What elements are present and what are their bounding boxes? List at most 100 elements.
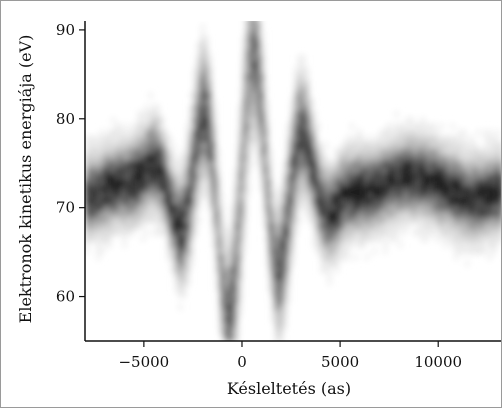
heatmap-cell	[290, 110, 295, 118]
heatmap-cell	[346, 253, 351, 261]
heatmap-cell	[96, 241, 101, 249]
heatmap-cell	[383, 135, 388, 143]
heatmap-cell	[446, 179, 451, 186]
heatmap-cell	[457, 154, 463, 162]
heatmap-cell	[379, 235, 384, 242]
heatmap-cell	[439, 185, 444, 193]
heatmap-cell	[196, 135, 202, 143]
heatmap-cell	[148, 179, 153, 186]
heatmap-cell	[245, 135, 250, 143]
heatmap-cell	[331, 173, 336, 180]
heatmap-cell	[148, 129, 153, 137]
heatmap-cell	[293, 179, 299, 186]
heatmap-cell	[491, 154, 496, 162]
heatmap-cell	[155, 173, 161, 180]
heatmap-cell	[357, 216, 362, 224]
heatmap-cell	[267, 204, 272, 211]
heatmap-cell	[215, 260, 220, 267]
heatmap-cell	[353, 160, 358, 168]
heatmap-cell	[278, 334, 284, 341]
heatmap-cell	[383, 185, 388, 193]
heatmap-cell	[480, 210, 485, 218]
heatmap-cell	[293, 191, 299, 199]
heatmap-cell	[200, 129, 205, 137]
heatmap-cell	[159, 216, 164, 224]
heatmap-cell	[431, 216, 436, 224]
heatmap-cell	[137, 166, 142, 174]
heatmap-cell	[252, 135, 258, 143]
heatmap-cell	[107, 185, 112, 193]
heatmap-cell	[129, 129, 134, 137]
heatmap-cell	[278, 328, 284, 336]
heatmap-cell	[476, 148, 481, 155]
heatmap-cell	[346, 148, 351, 155]
heatmap-cell	[387, 160, 392, 168]
heatmap-cell	[450, 166, 455, 174]
heatmap-cell	[204, 98, 209, 106]
heatmap-cell	[226, 235, 231, 242]
heatmap-cell	[234, 253, 239, 261]
heatmap-cell	[476, 222, 481, 230]
heatmap-cell	[431, 210, 436, 218]
heatmap-cell	[103, 235, 108, 242]
heatmap-cell	[189, 222, 194, 230]
heatmap-cell	[282, 303, 287, 311]
heatmap-cell	[405, 222, 410, 230]
heatmap-cell	[435, 210, 440, 218]
heatmap-cell	[308, 197, 313, 205]
heatmap-cell	[472, 247, 477, 255]
heatmap-cell	[293, 173, 299, 180]
heatmap-cell	[428, 210, 433, 218]
heatmap-cell	[107, 166, 112, 174]
heatmap-cell	[442, 185, 448, 193]
heatmap-cell	[428, 148, 433, 155]
heatmap-cell	[372, 179, 377, 186]
heatmap-cell	[118, 123, 123, 130]
heatmap-cell	[457, 135, 463, 143]
heatmap-cell	[226, 260, 231, 267]
heatmap-cell	[334, 179, 340, 186]
heatmap-cell	[357, 135, 362, 143]
heatmap-cell	[99, 141, 105, 149]
heatmap-cell	[450, 222, 455, 230]
heatmap-cell	[275, 334, 280, 341]
heatmap-cell	[372, 197, 377, 205]
heatmap-cell	[424, 191, 429, 199]
heatmap-cell	[331, 204, 336, 211]
heatmap-cell	[234, 179, 239, 186]
heatmap-cell	[271, 272, 276, 280]
heatmap-cell	[383, 247, 388, 255]
heatmap-cell	[308, 98, 313, 106]
heatmap-cell	[293, 79, 299, 87]
heatmap-cell	[353, 222, 358, 230]
heatmap-cell	[85, 235, 90, 242]
heatmap-cell	[357, 241, 362, 249]
heatmap-cell	[495, 204, 500, 211]
heatmap-cell	[379, 135, 384, 143]
heatmap-cell	[364, 216, 369, 224]
heatmap-cell	[126, 191, 131, 199]
heatmap-cell	[297, 191, 302, 199]
heatmap-cell	[181, 241, 187, 249]
heatmap-cell	[465, 173, 470, 180]
heatmap-cell	[85, 148, 90, 155]
heatmap-cell	[416, 166, 422, 174]
heatmap-cell	[483, 222, 489, 230]
heatmap-cell	[185, 197, 190, 205]
heatmap-cell	[85, 135, 90, 143]
heatmap-cell	[472, 216, 477, 224]
heatmap-cell	[282, 216, 287, 224]
heatmap-cell	[334, 204, 340, 211]
heatmap-cell	[159, 210, 164, 218]
heatmap-cell	[219, 241, 224, 249]
heatmap-cell	[342, 204, 347, 211]
heatmap-cell	[323, 216, 328, 224]
heatmap-cell	[234, 309, 239, 317]
heatmap-cell	[252, 48, 258, 56]
heatmap-cell	[118, 185, 123, 193]
heatmap-cell	[275, 303, 280, 311]
heatmap-cell	[88, 148, 93, 155]
heatmap-cell	[375, 204, 381, 211]
heatmap-cell	[278, 260, 284, 267]
heatmap-cell	[275, 197, 280, 205]
